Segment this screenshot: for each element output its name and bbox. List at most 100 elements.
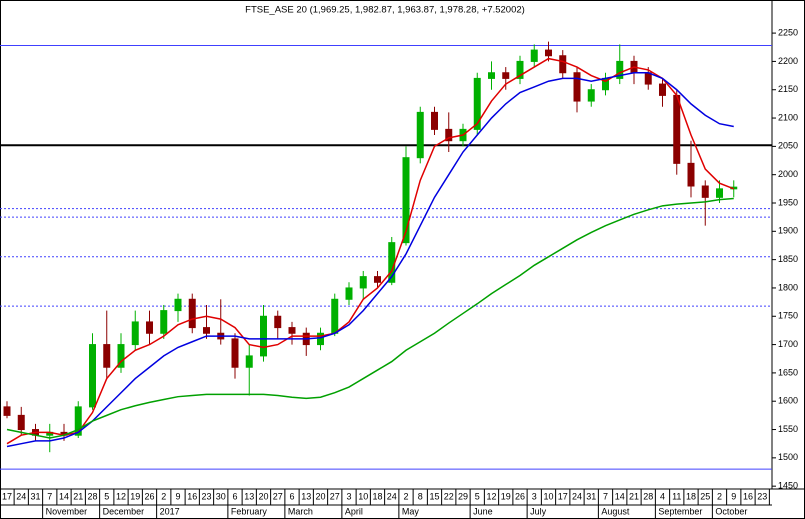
- x-tick-label: 18: [372, 491, 382, 501]
- x-tick-label: 16: [187, 491, 197, 501]
- x-tick-label: 24: [572, 491, 582, 501]
- candle-body: [146, 321, 153, 334]
- candle-body: [416, 111, 424, 159]
- x-tick-label: 18: [686, 491, 696, 501]
- x-tick-label: 15: [429, 491, 439, 501]
- candle-body: [274, 315, 282, 329]
- x-tick-label: 13: [244, 491, 254, 501]
- x-tick-label: 16: [743, 491, 753, 501]
- month-label: March: [288, 506, 313, 516]
- y-tick-label: 1500: [778, 452, 798, 462]
- x-tick-label: 25: [700, 491, 710, 501]
- x-tick-label: 20: [315, 491, 325, 501]
- month-label: April: [345, 506, 363, 516]
- y-tick-label: 1550: [778, 424, 798, 434]
- y-tick-label: 2250: [778, 27, 798, 37]
- x-tick-label: 19: [130, 491, 140, 501]
- chart-title: FTSE_ASE 20 (1,969.25, 1,982.87, 1,963.8…: [245, 5, 525, 16]
- x-tick-label: 27: [273, 491, 283, 501]
- x-tick-label: 23: [201, 491, 211, 501]
- candle-body: [331, 298, 339, 334]
- x-tick-label: 14: [59, 491, 69, 501]
- x-tick-label: 20: [258, 491, 268, 501]
- x-tick-label: 24: [387, 491, 397, 501]
- candle-body: [530, 49, 538, 62]
- candle-body: [516, 60, 524, 79]
- x-tick-label: 26: [515, 491, 525, 501]
- month-label: February: [231, 506, 268, 516]
- candle-body: [174, 298, 182, 312]
- candle-body: [131, 321, 139, 346]
- x-tick-label: 5: [104, 491, 109, 501]
- candle-body: [89, 344, 96, 408]
- y-tick-label: 1450: [778, 481, 798, 491]
- x-tick-label: 10: [358, 491, 368, 501]
- x-tick-label: 3: [532, 491, 537, 501]
- x-tick-label: 28: [643, 491, 653, 501]
- candle-body: [117, 344, 125, 368]
- month-label: August: [601, 506, 630, 516]
- month-label: November: [46, 506, 88, 516]
- x-tick-label: 2: [717, 491, 722, 501]
- x-tick-label: 13: [301, 491, 311, 501]
- candle-body: [317, 332, 324, 346]
- x-tick-label: 7: [603, 491, 608, 501]
- x-tick-label: 29: [458, 491, 468, 501]
- x-tick-label: 11: [672, 491, 681, 501]
- x-tick-label: 4: [660, 491, 665, 501]
- x-tick-label: 30: [216, 491, 226, 501]
- candle-body: [616, 60, 624, 79]
- x-tick-label: 28: [87, 491, 97, 501]
- y-tick-label: 2050: [778, 141, 798, 151]
- candle-body: [288, 327, 296, 334]
- candle-body: [231, 338, 239, 368]
- candle-body: [473, 77, 481, 130]
- candle-body: [587, 89, 595, 102]
- candle-body: [160, 310, 168, 334]
- x-tick-label: 24: [16, 491, 26, 501]
- candle-body: [488, 72, 495, 79]
- candle-body: [687, 162, 695, 187]
- candle-body: [3, 406, 11, 416]
- candle-body: [559, 55, 567, 74]
- candle-body: [701, 185, 709, 198]
- month-label: July: [530, 506, 547, 516]
- x-tick-label: 7: [47, 491, 52, 501]
- month-label: September: [658, 506, 702, 516]
- x-tick-label: 27: [330, 491, 340, 501]
- y-tick-label: 2000: [778, 169, 798, 179]
- x-tick-label: 6: [232, 491, 237, 501]
- candle-body: [502, 72, 510, 79]
- x-tick-label: 21: [73, 491, 83, 501]
- y-tick-label: 1850: [778, 254, 798, 264]
- y-tick-label: 1800: [778, 282, 798, 292]
- x-tick-label: 17: [558, 491, 568, 501]
- y-tick-label: 2200: [778, 56, 798, 66]
- month-label: 2017: [160, 506, 180, 516]
- x-tick-label: 5: [475, 491, 480, 501]
- x-tick-label: 2: [161, 491, 166, 501]
- candle-body: [345, 287, 353, 300]
- x-tick-label: 8: [418, 491, 423, 501]
- candle-body: [374, 276, 381, 283]
- y-tick-label: 2150: [778, 84, 798, 94]
- candle-body: [74, 406, 82, 436]
- x-tick-label: 31: [30, 491, 40, 501]
- y-tick-label: 1750: [778, 311, 798, 321]
- x-tick-label: 12: [486, 491, 496, 501]
- candle-body: [573, 72, 581, 102]
- y-tick-label: 2100: [778, 112, 798, 122]
- candle-body: [402, 157, 410, 244]
- month-label: June: [473, 506, 493, 516]
- x-tick-label: 6: [289, 491, 294, 501]
- month-label: October: [715, 506, 747, 516]
- x-tick-label: 26: [144, 491, 154, 501]
- month-label: December: [103, 506, 145, 516]
- x-tick-label: 14: [615, 491, 625, 501]
- x-tick-label: 12: [116, 491, 126, 501]
- candle-body: [188, 298, 196, 329]
- x-tick-label: 17: [2, 491, 12, 501]
- moving-average: [6, 71, 734, 448]
- candle-body: [245, 355, 253, 368]
- x-tick-label: 9: [175, 491, 180, 501]
